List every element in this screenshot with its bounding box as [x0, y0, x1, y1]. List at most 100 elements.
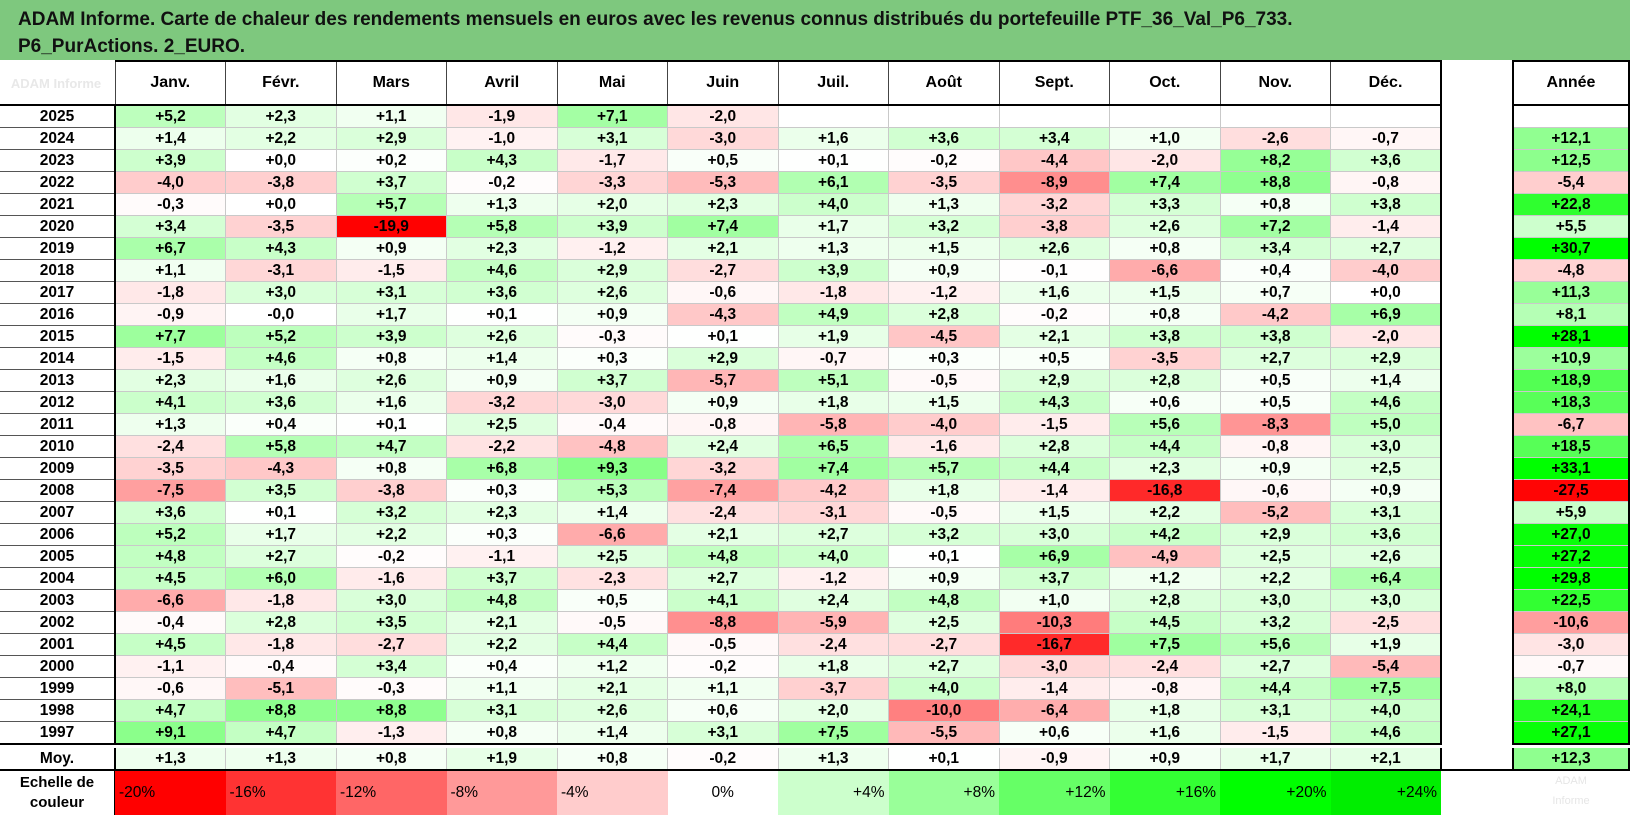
- year-row: 2022 -4,0 -3,8 +3,7 -0,2 -3,3 -5,3 +6,1 -3,5 -8,9…: [0, 171, 1442, 194]
- annual-row: +27,1: [1512, 721, 1630, 745]
- month-header: Oct.: [1109, 60, 1220, 106]
- annual-row: -6,7: [1512, 413, 1630, 436]
- heatmap-cell: +1,8: [888, 479, 1000, 502]
- heatmap-cell: +7,5: [1109, 633, 1221, 656]
- heatmap-cell: +4,8: [888, 589, 1000, 612]
- year-row: 2023 +3,9 +0,0 +0,2 +4,3 -1,7 +0,5 +0,1 -0,2 -4,4…: [0, 149, 1442, 172]
- heatmap-cell: +3,9: [114, 149, 226, 172]
- year-row: 2007 +3,6 +0,1 +3,2 +2,3 +1,4 -2,4 -3,1 -0,5 +1,5…: [0, 501, 1442, 524]
- annual-row: +30,7: [1512, 237, 1630, 260]
- average-annual-cell: +12,3: [1512, 748, 1630, 769]
- heatmap-cell: -2,5: [1330, 611, 1442, 634]
- heatmap-cell: +5,0: [1330, 413, 1442, 436]
- heatmap-cell: +0,3: [556, 347, 668, 370]
- heatmap-cell: +0,8: [1109, 303, 1221, 326]
- year-label: 2010: [0, 435, 116, 458]
- heatmap-cell: +0,0: [225, 149, 337, 172]
- average-cell: -0,2: [667, 748, 779, 769]
- heatmap-cell: +3,8: [1219, 325, 1331, 348]
- heatmap-cell: +2,0: [777, 699, 889, 722]
- year-label: 2009: [0, 457, 116, 480]
- color-scale-swatch: +12%: [999, 771, 1110, 815]
- month-header: Mars: [335, 60, 447, 106]
- heatmap-cell: -1,5: [114, 347, 226, 370]
- heatmap-cell: +2,3: [667, 193, 779, 216]
- month-header: Sept.: [998, 60, 1110, 106]
- heatmap-cell: +0,3: [446, 523, 558, 546]
- heatmap-cell: -1,4: [998, 479, 1110, 502]
- heatmap-cell: +0,9: [335, 237, 447, 260]
- heatmap-cell: +3,0: [225, 281, 337, 304]
- report-title-line1: ADAM Informe. Carte de chaleur des rende…: [18, 9, 1293, 30]
- heatmap-cell: -4,0: [1330, 259, 1442, 282]
- heatmap-cell: -0,3: [114, 193, 226, 216]
- heatmap-cell: +1,3: [888, 193, 1000, 216]
- month-header: Août: [888, 60, 999, 106]
- heatmap-cell: +6,8: [446, 457, 558, 480]
- heatmap-cell: +0,4: [225, 413, 337, 436]
- heatmap-cell: -0,6: [667, 281, 779, 304]
- average-cell: +0,1: [888, 748, 1000, 769]
- heatmap-cell: -0,7: [777, 347, 889, 370]
- heatmap-cell: +0,9: [667, 391, 779, 414]
- annual-cell: +12,1: [1512, 127, 1630, 150]
- heatmap-cell: +7,7: [114, 325, 226, 348]
- heatmap-cell: +1,5: [998, 501, 1110, 524]
- heatmap-cell: +0,5: [1219, 391, 1331, 414]
- heatmap-cell: +2,6: [998, 237, 1110, 260]
- heatmap-cell: -8,8: [667, 611, 779, 634]
- color-scale-swatch: +8%: [888, 771, 999, 815]
- heatmap-cell: +0,0: [225, 193, 337, 216]
- year-label: 2011: [0, 413, 116, 436]
- color-scale-swatch: -4%: [557, 771, 668, 815]
- heatmap-cell: +2,1: [667, 523, 779, 546]
- color-scale-label: Echelle de couleur: [0, 771, 115, 815]
- year-label: 1999: [0, 677, 116, 700]
- heatmap-cell: -3,2: [446, 391, 558, 414]
- heatmap-cell: -1,9: [446, 104, 558, 128]
- heatmap-cell: -19,9: [335, 215, 447, 238]
- heatmap-cell: +1,5: [888, 391, 1000, 414]
- heatmap-cell: +4,0: [777, 193, 889, 216]
- heatmap-cell: +0,6: [1109, 391, 1221, 414]
- year-label: 2002: [0, 611, 116, 634]
- heatmap-cell: +5,8: [225, 435, 337, 458]
- heatmap-cell: +5,2: [114, 104, 226, 128]
- heatmap-cell: +0,5: [556, 589, 668, 612]
- heatmap-cell: +4,4: [556, 633, 668, 656]
- heatmap-cell: +1,4: [446, 347, 558, 370]
- heatmap-cell: -5,4: [1330, 655, 1442, 678]
- heatmap-cell: +1,1: [335, 104, 447, 128]
- heatmap-cell: +1,2: [556, 655, 668, 678]
- heatmap-cell: +3,8: [1330, 193, 1442, 216]
- heatmap-cell: -4,9: [1109, 545, 1221, 568]
- heatmap-cell: +0,7: [1219, 281, 1331, 304]
- average-cell: +0,8: [336, 748, 447, 769]
- year-label: 2024: [0, 127, 116, 150]
- annual-header: Année: [1512, 60, 1630, 106]
- heatmap-cell: +7,4: [777, 457, 889, 480]
- heatmap-cell: -1,4: [1330, 215, 1442, 238]
- average-cell: +1,9: [446, 748, 558, 769]
- year-row: 2005 +4,8 +2,7 -0,2 -1,1 +2,5 +4,8 +4,0 +0,1 +6,9…: [0, 545, 1442, 568]
- heatmap-cell: -4,8: [556, 435, 668, 458]
- heatmap-cell: +3,5: [335, 611, 447, 634]
- average-cell: +1,3: [225, 748, 337, 769]
- year-row: 2009 -3,5 -4,3 +0,8 +6,8 +9,3 -3,2 +7,4 +5,7 +4,4…: [0, 457, 1442, 480]
- heatmap-cell: +0,6: [667, 699, 779, 722]
- heatmap-cell: +9,1: [114, 721, 226, 745]
- heatmap-cell: +1,6: [1109, 721, 1221, 745]
- year-row: 2021 -0,3 +0,0 +5,7 +1,3 +2,0 +2,3 +4,0 +1,3 -3,2…: [0, 193, 1442, 216]
- annual-cell: +30,7: [1512, 237, 1630, 260]
- heatmap-cell: +2,9: [1330, 347, 1442, 370]
- heatmap-cell: -16,7: [998, 633, 1110, 656]
- year-row: 2020 +3,4 -3,5 -19,9 +5,8 +3,9 +7,4 +1,7 +3,2 -3,…: [0, 215, 1442, 238]
- annual-cell: +8,0: [1512, 677, 1630, 700]
- month-header: Nov.: [1219, 60, 1331, 106]
- scale-watermark-line1: ADAM: [1555, 775, 1587, 787]
- year-label: 2021: [0, 193, 116, 216]
- heatmap-cell: -0,6: [114, 677, 226, 700]
- heatmap-cell: +3,1: [1330, 501, 1442, 524]
- heatmap-cell: [1219, 104, 1331, 128]
- heatmap-cell: -3,2: [998, 193, 1110, 216]
